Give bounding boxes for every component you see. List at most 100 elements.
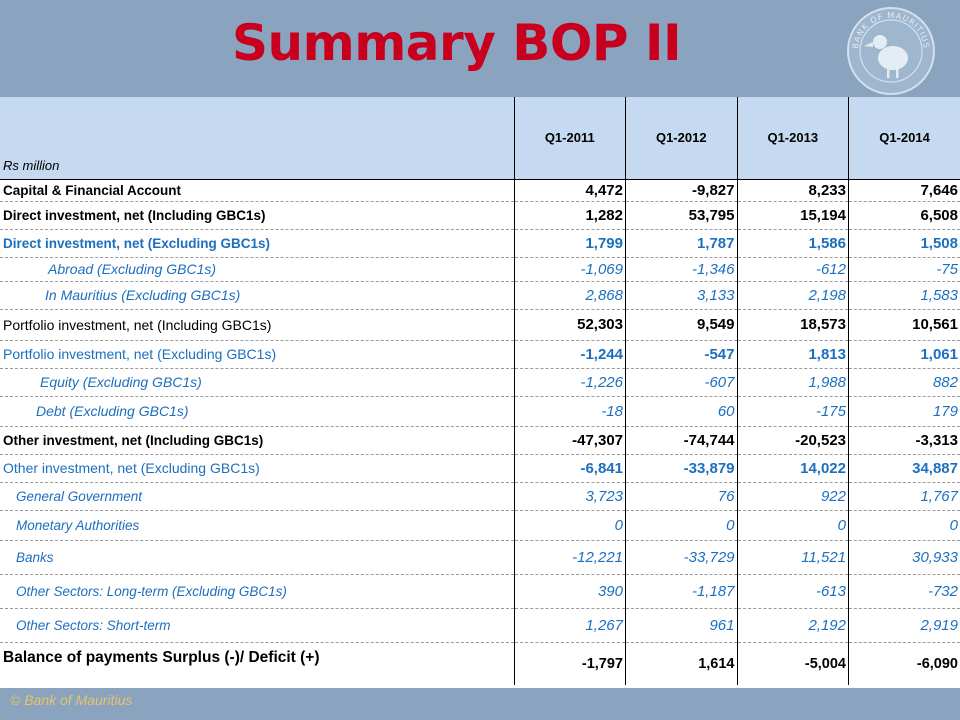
cell-value: 7,646 <box>848 178 960 202</box>
table-row: Capital & Financial Account 4,472 -9,827… <box>0 178 960 202</box>
cell-value: 390 <box>513 574 626 609</box>
cell-value: 76 <box>625 482 737 511</box>
table-row: Other investment, net (Excluding GBC1s) … <box>0 454 960 483</box>
cell-value: -1,226 <box>513 368 626 397</box>
cell-value: 1,614 <box>625 642 737 685</box>
cell-value: 0 <box>625 510 737 541</box>
cell-value: 11,521 <box>736 540 849 575</box>
bop-summary-table: Rs million Q1-2011 Q1-2012 Q1-2013 Q1-20… <box>0 97 960 685</box>
copyright-footer: © Bank of Mauritius <box>10 692 133 708</box>
cell-value: -12,221 <box>513 540 626 575</box>
cell-value: 1,787 <box>625 229 737 258</box>
cell-value: 2,868 <box>513 281 626 310</box>
cell-value: 1,586 <box>736 229 849 258</box>
row-label: Portfolio investment, net (Excluding GBC… <box>0 340 514 369</box>
bop-table-container: Rs million Q1-2011 Q1-2012 Q1-2013 Q1-20… <box>0 97 960 688</box>
cell-value: 0 <box>848 510 960 541</box>
bank-of-mauritius-seal-icon: BANK OF MAURITIUS <box>847 7 935 95</box>
row-label: Equity (Excluding GBC1s) <box>0 368 514 397</box>
cell-value: -607 <box>625 368 737 397</box>
cell-value: 1,799 <box>513 229 626 258</box>
table-row-total: Balance of payments Surplus (-)/ Deficit… <box>0 642 960 685</box>
cell-value: 1,813 <box>736 340 849 369</box>
cell-value: 2,192 <box>736 608 849 643</box>
cell-value: 1,282 <box>513 201 626 230</box>
cell-value: -33,729 <box>625 540 737 575</box>
table-row: Monetary Authorities 0 0 0 0 <box>0 510 960 541</box>
cell-value: -175 <box>736 396 849 427</box>
cell-value: 30,933 <box>848 540 960 575</box>
column-header: Q1-2013 <box>736 97 849 179</box>
cell-value: 53,795 <box>625 201 737 230</box>
cell-value: 34,887 <box>848 454 960 483</box>
cell-value: 922 <box>736 482 849 511</box>
cell-value: -6,841 <box>513 454 626 483</box>
cell-value: -1,797 <box>513 642 626 685</box>
row-label: Other investment, net (Excluding GBC1s) <box>0 454 514 483</box>
cell-value: 961 <box>625 608 737 643</box>
row-label: Balance of payments Surplus (-)/ Deficit… <box>3 648 320 666</box>
cell-value: -1,069 <box>513 257 626 282</box>
row-label: Other investment, net (Including GBC1s) <box>0 426 514 455</box>
cell-value: -20,523 <box>736 426 849 455</box>
cell-value: -612 <box>736 257 849 282</box>
cell-value: -547 <box>625 340 737 369</box>
cell-value: -613 <box>736 574 849 609</box>
cell-value: 0 <box>513 510 626 541</box>
table-row: Other Sectors: Long-term (Excluding GBC1… <box>0 574 960 609</box>
cell-value: -74,744 <box>625 426 737 455</box>
table-row: Abroad (Excluding GBC1s) -1,069 -1,346 -… <box>0 257 960 282</box>
table-row: Direct investment, net (Excluding GBC1s)… <box>0 229 960 258</box>
cell-value: 1,508 <box>848 229 960 258</box>
cell-value: -9,827 <box>625 178 737 202</box>
cell-value: -1,346 <box>625 257 737 282</box>
table-row: General Government 3,723 76 922 1,767 <box>0 482 960 511</box>
table-row: Banks -12,221 -33,729 11,521 30,933 <box>0 540 960 575</box>
cell-value: -6,090 <box>848 642 960 685</box>
table-row: Other investment, net (Including GBC1s) … <box>0 426 960 455</box>
cell-value: -3,313 <box>848 426 960 455</box>
row-label: Abroad (Excluding GBC1s) <box>0 257 514 282</box>
row-label: Capital & Financial Account <box>0 178 514 202</box>
column-header: Q1-2011 <box>513 97 626 179</box>
cell-value: 8,233 <box>736 178 849 202</box>
row-label: Other Sectors: Short-term <box>0 608 514 643</box>
cell-value: 60 <box>625 396 737 427</box>
cell-value: -5,004 <box>736 642 849 685</box>
cell-value: 3,723 <box>513 482 626 511</box>
cell-value: 1,767 <box>848 482 960 511</box>
cell-value: -18 <box>513 396 626 427</box>
table-header-row: Rs million Q1-2011 Q1-2012 Q1-2013 Q1-20… <box>0 97 960 179</box>
row-label: Banks <box>0 540 514 575</box>
row-label: Other Sectors: Long-term (Excluding GBC1… <box>0 574 514 609</box>
cell-value: 882 <box>848 368 960 397</box>
table-row: Direct investment, net (Including GBC1s)… <box>0 201 960 230</box>
cell-value: -732 <box>848 574 960 609</box>
column-header: Q1-2012 <box>625 97 737 179</box>
column-header: Q1-2014 <box>848 97 960 179</box>
row-label: Debt (Excluding GBC1s) <box>0 396 514 427</box>
table-row: Debt (Excluding GBC1s) -18 60 -175 179 <box>0 396 960 427</box>
cell-value: 10,561 <box>848 309 960 341</box>
row-label: Direct investment, net (Including GBC1s) <box>0 201 514 230</box>
table-row: Other Sectors: Short-term 1,267 961 2,19… <box>0 608 960 643</box>
table-row: In Mauritius (Excluding GBC1s) 2,868 3,1… <box>0 281 960 310</box>
row-label: In Mauritius (Excluding GBC1s) <box>0 281 514 310</box>
cell-value: -1,244 <box>513 340 626 369</box>
cell-value: 1,061 <box>848 340 960 369</box>
slide-title: Summary BOP II <box>232 14 682 72</box>
cell-value: -1,187 <box>625 574 737 609</box>
cell-value: 18,573 <box>736 309 849 341</box>
cell-value: 179 <box>848 396 960 427</box>
table-row: Portfolio investment, net (Excluding GBC… <box>0 340 960 369</box>
cell-value: 15,194 <box>736 201 849 230</box>
cell-value: 1,267 <box>513 608 626 643</box>
cell-value: -33,879 <box>625 454 737 483</box>
cell-value: 1,988 <box>736 368 849 397</box>
cell-value: 14,022 <box>736 454 849 483</box>
cell-value: 2,198 <box>736 281 849 310</box>
table-row: Portfolio investment, net (Including GBC… <box>0 309 960 341</box>
cell-value: 2,919 <box>848 608 960 643</box>
row-label: General Government <box>0 482 514 511</box>
table-row: Equity (Excluding GBC1s) -1,226 -607 1,9… <box>0 368 960 397</box>
